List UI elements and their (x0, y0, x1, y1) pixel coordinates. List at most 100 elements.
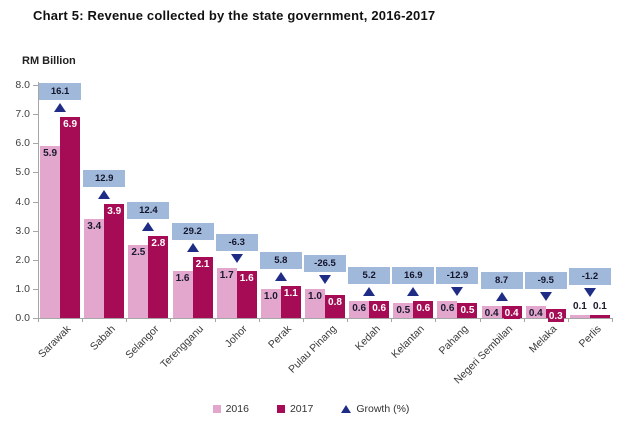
growth-arrow-up-icon (363, 286, 376, 296)
bar-2017-kedah (369, 300, 390, 318)
x-tick (215, 318, 216, 322)
growth-arrow-up-icon (142, 222, 155, 232)
bar-2016-kedah (349, 300, 370, 318)
value-label-2016-selangor: 2.5 (131, 247, 146, 259)
value-label-2017-terengganu: 2.1 (195, 258, 210, 270)
growth-badge-negeri-sembilan: 8.7 (480, 272, 523, 290)
x-label-kelantan: Kelantan (389, 323, 427, 361)
bar-2016-perlis (569, 315, 590, 318)
growth-arrow-down-icon (583, 288, 596, 298)
bar-2016-pahang (437, 300, 458, 318)
x-label-terengganu: Terengganu (158, 323, 207, 371)
y-tick (33, 143, 38, 144)
bar-2016-pulau-pinang (305, 288, 325, 318)
y-tick (33, 289, 38, 290)
x-axis-line (38, 318, 612, 319)
legend-swatch-2016 (212, 405, 221, 413)
growth-badge-kelantan: 16.9 (392, 266, 435, 284)
value-label-2016-negeri-sembilan: 0.4 (484, 308, 499, 320)
bar-2016-kelantan (393, 303, 414, 318)
legend-label: 2017 (289, 403, 314, 415)
x-tick (480, 318, 481, 322)
y-tick-label: 1.0 (15, 283, 30, 295)
bar-2017-perak (280, 285, 301, 318)
legend: 2016 2017 Growth (%) (0, 403, 622, 415)
x-tick (126, 318, 127, 322)
y-tick (33, 318, 38, 319)
growth-arrow-up-icon (274, 271, 287, 281)
y-tick (33, 202, 38, 203)
bar-2016-sabah (84, 218, 105, 318)
value-label-2017-kedah: 0.6 (372, 302, 387, 314)
x-label-sabah: Sabah (87, 323, 118, 353)
x-label-pahang: Pahang (436, 323, 471, 358)
x-tick (303, 318, 304, 322)
value-label-2017-pahang: 0.5 (460, 305, 475, 317)
growth-badge-perlis: -1.2 (568, 268, 611, 286)
y-axis-title: RM Billion (22, 55, 76, 67)
legend-item-2016: 2016 (212, 403, 249, 415)
growth-arrow-up-icon (186, 242, 199, 252)
growth-badge-perak: 5.8 (259, 251, 302, 269)
x-tick (612, 318, 613, 322)
value-label-2017-melaka: 0.3 (547, 311, 564, 323)
chart-title: Chart 5: Revenue collected by the state … (33, 8, 436, 23)
bar-2016-johor (216, 268, 237, 318)
y-tick-label: 6.0 (15, 137, 30, 149)
value-label-2016-pulau-pinang: 1.0 (308, 290, 322, 302)
bar-2016-negeri-sembilan (481, 306, 502, 318)
value-label-2017-johor: 1.6 (239, 273, 254, 285)
growth-badge-pulau-pinang: -26.5 (304, 254, 346, 272)
x-tick (347, 318, 348, 322)
bar-2016-terengganu (172, 271, 193, 318)
bar-2016-melaka (525, 306, 546, 318)
x-label-sarawak: Sarawak (36, 323, 74, 361)
x-tick (568, 318, 569, 322)
x-tick (82, 318, 83, 322)
y-tick-label: 8.0 (15, 79, 30, 91)
value-label-2016-kelantan: 0.5 (396, 305, 411, 317)
bar-2016-selangor (128, 245, 149, 318)
y-tick (33, 114, 38, 115)
growth-arrow-down-icon (230, 254, 243, 264)
growth-arrow-down-icon (319, 274, 331, 284)
x-label-melaka: Melaka (526, 323, 560, 356)
x-tick (391, 318, 392, 322)
value-label-2016-perak: 1.0 (263, 290, 278, 302)
growth-triangle-icon (341, 405, 352, 413)
growth-badge-kedah: 5.2 (348, 266, 391, 284)
bar-2017-sarawak (60, 117, 81, 318)
legend-label: 2016 (225, 403, 249, 415)
value-label-2017-perlis: 0.1 (592, 301, 607, 313)
y-tick-label: 4.0 (15, 196, 30, 208)
x-tick (524, 318, 525, 322)
y-tick-label: 0.0 (15, 312, 30, 324)
bar-2016-perak (260, 288, 281, 318)
legend-label: Growth (%) (356, 403, 410, 415)
y-tick-label: 7.0 (15, 108, 30, 120)
x-label-kedah: Kedah (352, 323, 383, 353)
value-label-2016-melaka: 0.4 (528, 308, 543, 320)
value-label-2017-negeri-sembilan: 0.4 (503, 308, 520, 320)
x-label-selangor: Selangor (123, 323, 162, 362)
growth-badge-johor: -6.3 (215, 234, 258, 252)
value-label-2016-pahang: 0.6 (440, 302, 455, 314)
value-label-2016-perlis: 0.1 (572, 301, 587, 313)
growth-arrow-up-icon (407, 286, 420, 296)
growth-badge-melaka: -9.5 (524, 272, 567, 290)
growth-arrow-down-icon (539, 292, 552, 302)
x-label-johor: Johor (223, 323, 251, 351)
growth-badge-terengganu: 29.2 (171, 222, 214, 240)
x-tick (435, 318, 436, 322)
legend-swatch-2017 (276, 405, 285, 413)
bar-2017-selangor (148, 236, 169, 318)
value-label-2017-selangor: 2.8 (151, 238, 166, 250)
y-tick-label: 3.0 (15, 225, 30, 237)
value-label-2017-kelantan: 0.6 (416, 302, 431, 314)
y-tick-label: 5.0 (15, 166, 30, 178)
value-label-2016-sarawak: 5.9 (43, 148, 58, 160)
y-tick (33, 231, 38, 232)
value-label-2016-terengganu: 1.6 (175, 273, 190, 285)
